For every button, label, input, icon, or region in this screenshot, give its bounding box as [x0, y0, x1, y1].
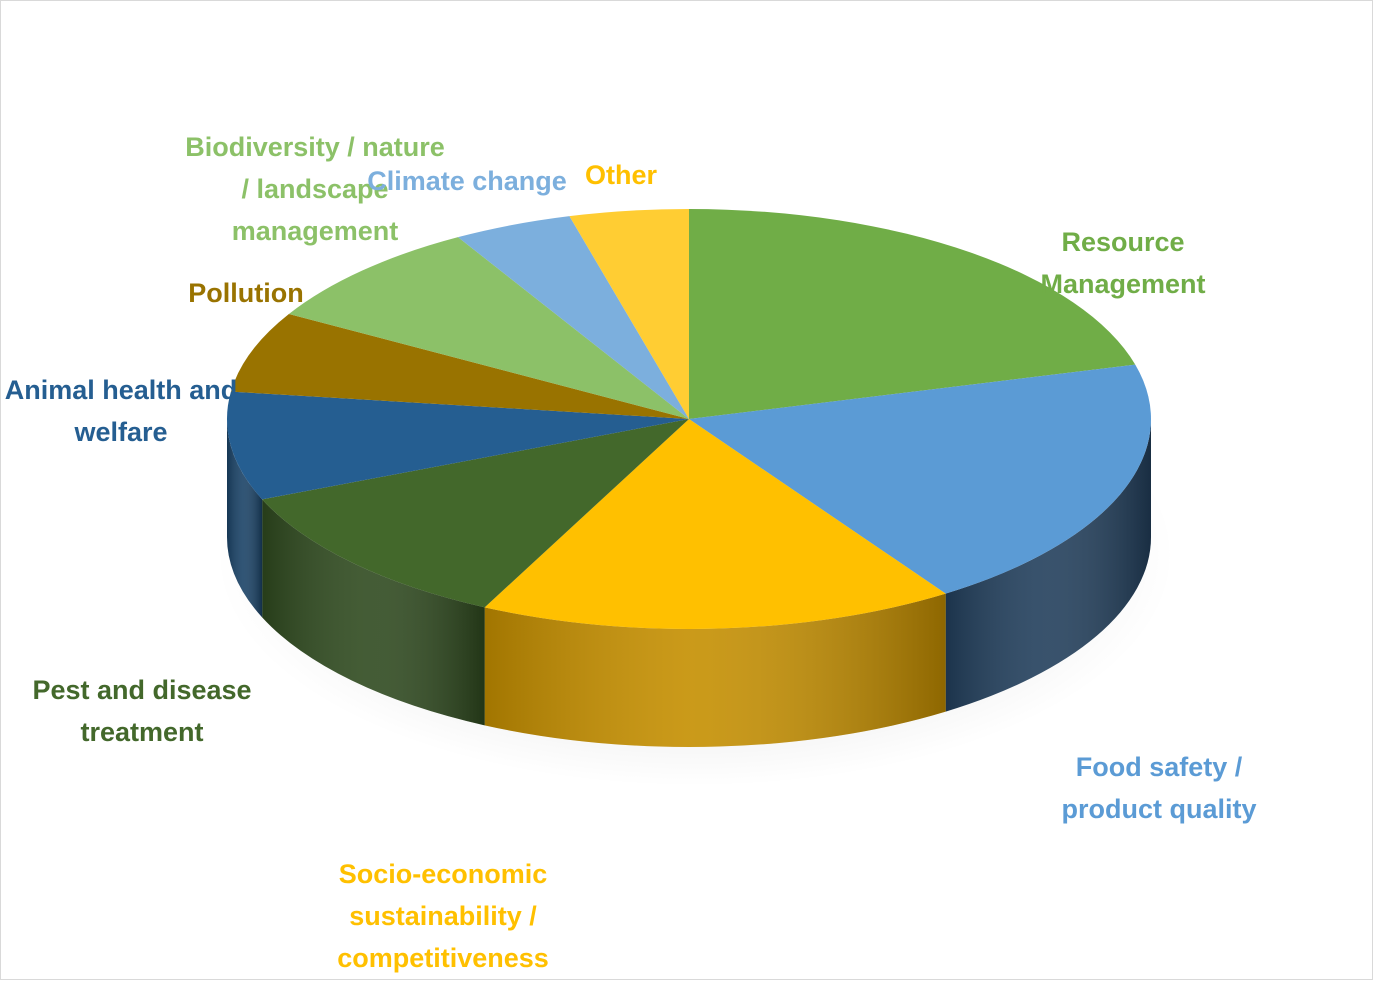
pie-slice-animal-health-and-welfare — [226, 391, 689, 500]
pie-side-animal-health-and-welfare-shade — [227, 419, 263, 618]
pie-slice-other — [569, 209, 689, 419]
data-label-line: Other — [585, 160, 658, 190]
data-label-line: Climate change — [367, 166, 567, 196]
pie-sides — [227, 419, 1151, 747]
pie-slice-pest-and-disease-treatment — [262, 419, 689, 608]
pie-slice-climate-change — [458, 216, 689, 419]
data-label-line: competitiveness — [337, 943, 549, 973]
data-label-line: / landscape — [241, 174, 388, 204]
data-label-line: welfare — [73, 417, 167, 447]
pie-side-pest-and-disease-treatment-shade — [262, 499, 485, 726]
data-label-line: treatment — [80, 717, 203, 747]
data-label-food-safety-product-quality: Food safety / product quality — [1062, 752, 1257, 824]
data-label-pollution: Pollution — [188, 278, 303, 308]
data-label-line: sustainability / — [349, 901, 537, 931]
data-label-line: Socio-economic — [339, 859, 548, 889]
data-label-line: Food safety / — [1076, 752, 1243, 782]
data-label-line: management — [232, 216, 399, 246]
data-label-line: Pollution — [188, 278, 303, 308]
pie-side-socio-economic-sustainability-competitiveness-shade — [484, 593, 946, 747]
pie-slices — [226, 209, 1151, 630]
pie-side-food-safety-product-quality-shade — [945, 419, 1151, 712]
data-label-animal-health-and-welfare: Animal health and welfare — [5, 375, 238, 447]
pie-slice-biodiversity-nature-landscape-management — [288, 237, 689, 419]
pie-labels: Resource Management Food safety / product q… — [5, 132, 1257, 973]
pie-slice-socio-economic-sustainability-competitiveness — [484, 419, 946, 630]
pie-slice-resource-management — [689, 209, 1136, 419]
data-label-line: Biodiversity / nature — [185, 132, 445, 162]
data-label-line: Animal health and — [5, 375, 238, 405]
data-label-resource-management: Resource Management — [1040, 227, 1205, 299]
data-label-climate-change: Climate change — [367, 166, 567, 196]
data-label-line: product quality — [1062, 794, 1257, 824]
data-label-line: Pest and disease — [32, 675, 251, 705]
data-label-biodiversity-nature-landscape-management: Biodiversity / nature / landscape manageme… — [185, 132, 445, 246]
data-label-other: Other — [585, 160, 658, 190]
data-label-line: Resource — [1061, 227, 1184, 257]
data-label-socio-economic-sustainability-competitiveness: Socio-economic sustainability / competitiv… — [337, 859, 549, 973]
pie-slice-food-safety-product-quality — [689, 364, 1151, 594]
data-label-pest-and-disease-treatment: Pest and disease treatment — [32, 675, 251, 747]
data-label-line: Management — [1040, 269, 1205, 299]
pie-slice-pollution — [230, 314, 690, 419]
